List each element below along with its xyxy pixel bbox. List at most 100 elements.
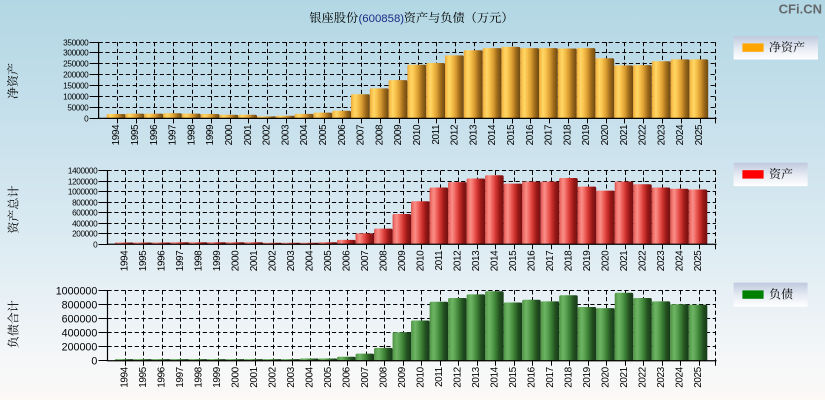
- svg-text:1400000: 1400000: [68, 167, 98, 176]
- svg-text:2009: 2009: [393, 124, 404, 145]
- svg-text:2004: 2004: [299, 124, 310, 145]
- svg-text:2006: 2006: [342, 250, 353, 271]
- svg-text:2008: 2008: [379, 250, 390, 271]
- svg-text:2000: 2000: [230, 250, 241, 271]
- svg-text:2023: 2023: [656, 250, 667, 271]
- svg-text:0: 0: [84, 115, 89, 124]
- svg-text:2008: 2008: [374, 124, 385, 145]
- svg-text:(600858): (600858): [359, 13, 405, 25]
- svg-text:2025: 2025: [693, 250, 704, 271]
- svg-text:600000: 600000: [62, 313, 98, 325]
- svg-text:2022: 2022: [638, 250, 649, 271]
- svg-text:1200000: 1200000: [68, 178, 98, 187]
- svg-text:2014: 2014: [490, 250, 501, 271]
- svg-text:1994: 1994: [111, 124, 122, 145]
- svg-text:2020: 2020: [601, 250, 612, 271]
- svg-text:2007: 2007: [360, 366, 371, 387]
- svg-text:2011: 2011: [434, 366, 445, 387]
- svg-text:2019: 2019: [582, 366, 593, 387]
- svg-text:2002: 2002: [267, 366, 278, 387]
- svg-text:1000000: 1000000: [68, 188, 98, 197]
- svg-text:1000000: 1000000: [56, 285, 98, 297]
- svg-text:1996: 1996: [156, 366, 167, 387]
- svg-text:2006: 2006: [337, 124, 348, 145]
- svg-text:1998: 1998: [193, 250, 204, 271]
- svg-text:1999: 1999: [212, 250, 223, 271]
- svg-text:2021: 2021: [619, 366, 630, 387]
- svg-text:2003: 2003: [286, 366, 297, 387]
- svg-text:2007: 2007: [360, 250, 371, 271]
- svg-text:2011: 2011: [434, 250, 445, 271]
- svg-text:2020: 2020: [600, 124, 611, 145]
- svg-text:1999: 1999: [205, 124, 216, 145]
- svg-text:0: 0: [93, 241, 98, 250]
- svg-text:2023: 2023: [656, 366, 667, 387]
- svg-text:2016: 2016: [527, 366, 538, 387]
- svg-text:2021: 2021: [619, 124, 630, 145]
- svg-text:1997: 1997: [168, 124, 179, 145]
- svg-text:2007: 2007: [356, 124, 367, 145]
- svg-text:2014: 2014: [490, 366, 501, 387]
- svg-text:300000: 300000: [63, 49, 89, 58]
- svg-text:800000: 800000: [62, 299, 98, 311]
- svg-text:350000: 350000: [63, 39, 89, 48]
- svg-text:150000: 150000: [63, 82, 89, 91]
- svg-text:2024: 2024: [675, 124, 686, 145]
- svg-text:2018: 2018: [564, 366, 575, 387]
- svg-text:2019: 2019: [581, 124, 592, 145]
- svg-text:2004: 2004: [304, 366, 315, 387]
- svg-text:200000: 200000: [62, 341, 98, 353]
- svg-text:CFi.CN: CFi.CN: [779, 1, 822, 16]
- svg-text:2014: 2014: [487, 124, 498, 145]
- svg-text:2020: 2020: [601, 366, 612, 387]
- svg-text:1997: 1997: [175, 250, 186, 271]
- svg-text:2004: 2004: [304, 250, 315, 271]
- svg-text:2023: 2023: [656, 124, 667, 145]
- svg-text:2015: 2015: [508, 366, 519, 387]
- svg-text:1995: 1995: [138, 250, 149, 271]
- svg-text:2010: 2010: [416, 366, 427, 387]
- svg-text:1996: 1996: [149, 124, 160, 145]
- svg-text:1997: 1997: [175, 366, 186, 387]
- svg-text:100000: 100000: [63, 93, 89, 102]
- svg-text:2000: 2000: [224, 124, 235, 145]
- svg-text:2003: 2003: [286, 250, 297, 271]
- svg-text:2017: 2017: [544, 124, 555, 145]
- svg-text:2025: 2025: [694, 124, 705, 145]
- svg-text:1998: 1998: [186, 124, 197, 145]
- svg-text:2015: 2015: [508, 250, 519, 271]
- svg-text:250000: 250000: [63, 60, 89, 69]
- svg-text:2005: 2005: [323, 250, 334, 271]
- svg-text:2018: 2018: [564, 250, 575, 271]
- svg-text:1998: 1998: [193, 366, 204, 387]
- svg-text:2012: 2012: [450, 124, 461, 145]
- svg-text:1999: 1999: [212, 366, 223, 387]
- svg-text:2010: 2010: [412, 124, 423, 145]
- svg-text:200000: 200000: [63, 71, 89, 80]
- svg-text:2003: 2003: [280, 124, 291, 145]
- svg-text:400000: 400000: [62, 327, 98, 339]
- svg-text:2001: 2001: [249, 250, 260, 271]
- svg-text:2013: 2013: [471, 250, 482, 271]
- svg-text:2011: 2011: [431, 124, 442, 145]
- svg-text:2019: 2019: [582, 250, 593, 271]
- svg-text:2022: 2022: [638, 124, 649, 145]
- svg-text:1994: 1994: [119, 250, 130, 271]
- svg-text:2017: 2017: [545, 250, 556, 271]
- svg-text:600000: 600000: [72, 209, 98, 218]
- svg-text:1996: 1996: [156, 250, 167, 271]
- svg-text:2016: 2016: [527, 250, 538, 271]
- svg-text:2002: 2002: [267, 250, 278, 271]
- svg-text:2005: 2005: [323, 366, 334, 387]
- svg-text:2009: 2009: [397, 366, 408, 387]
- svg-text:2001: 2001: [249, 366, 260, 387]
- svg-text:2017: 2017: [545, 366, 556, 387]
- svg-text:50000: 50000: [67, 104, 89, 113]
- svg-text:1995: 1995: [130, 124, 141, 145]
- svg-text:2022: 2022: [638, 366, 649, 387]
- svg-text:2012: 2012: [453, 366, 464, 387]
- svg-text:2002: 2002: [262, 124, 273, 145]
- svg-text:2008: 2008: [379, 366, 390, 387]
- svg-text:2024: 2024: [675, 250, 686, 271]
- svg-text:2018: 2018: [562, 124, 573, 145]
